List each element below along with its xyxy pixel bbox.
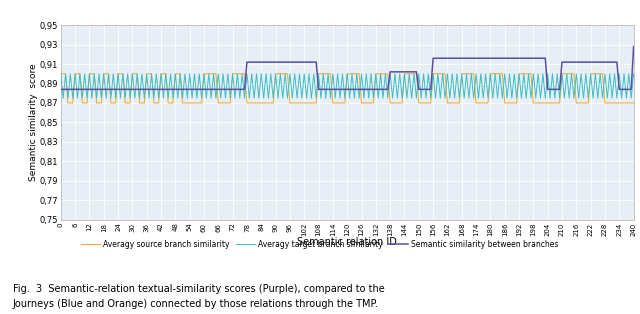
Averagy target branch similarity — [276, 72, 284, 76]
Line: Averagy target branch similarity: Averagy target branch similarity — [61, 74, 634, 98]
Semantic similarity between branches — [623, 88, 630, 91]
Averagy source branch similarity — [387, 101, 394, 105]
Semantic similarity between branches — [518, 56, 525, 60]
Averagy source branch similarity — [124, 101, 131, 105]
Semantic similarity between branches — [630, 45, 637, 48]
Semantic similarity between branches — [57, 88, 65, 91]
Averagy target branch similarity — [387, 72, 394, 76]
Averagy target branch similarity — [520, 72, 527, 76]
Averagy target branch similarity — [630, 72, 637, 76]
Averagy target branch similarity — [57, 72, 65, 76]
Averagy target branch similarity — [60, 96, 67, 100]
Averagy target branch similarity — [625, 72, 633, 76]
Semantic similarity between branches — [384, 88, 392, 91]
Averagy source branch similarity — [630, 101, 637, 105]
Legend: Averagy source branch similarity, Averagy target branch similarity, Semantic sim: Averagy source branch similarity, Averag… — [78, 237, 562, 252]
Averagy target branch similarity — [482, 72, 490, 76]
Averagy source branch similarity — [64, 101, 72, 105]
Semantic similarity between branches — [122, 88, 129, 91]
Line: Semantic similarity between branches: Semantic similarity between branches — [61, 46, 634, 89]
Averagy source branch similarity — [520, 72, 527, 76]
Averagy source branch similarity — [57, 72, 65, 76]
Text: Journeys (Blue and Orange) connected by those relations through the TMP.: Journeys (Blue and Orange) connected by … — [13, 299, 379, 309]
X-axis label: Semantic relation ID: Semantic relation ID — [297, 237, 397, 247]
Text: Fig.  3  Semantic-relation textual-similarity scores (Purple), compared to the: Fig. 3 Semantic-relation textual-similar… — [13, 284, 385, 294]
Y-axis label: Semantic similarity  score: Semantic similarity score — [29, 64, 38, 181]
Averagy source branch similarity — [625, 101, 633, 105]
Line: Averagy source branch similarity: Averagy source branch similarity — [61, 74, 634, 103]
Averagy source branch similarity — [482, 101, 490, 105]
Semantic similarity between branches — [479, 56, 487, 60]
Averagy target branch similarity — [124, 72, 131, 76]
Semantic similarity between branches — [274, 60, 282, 64]
Averagy source branch similarity — [276, 72, 284, 76]
